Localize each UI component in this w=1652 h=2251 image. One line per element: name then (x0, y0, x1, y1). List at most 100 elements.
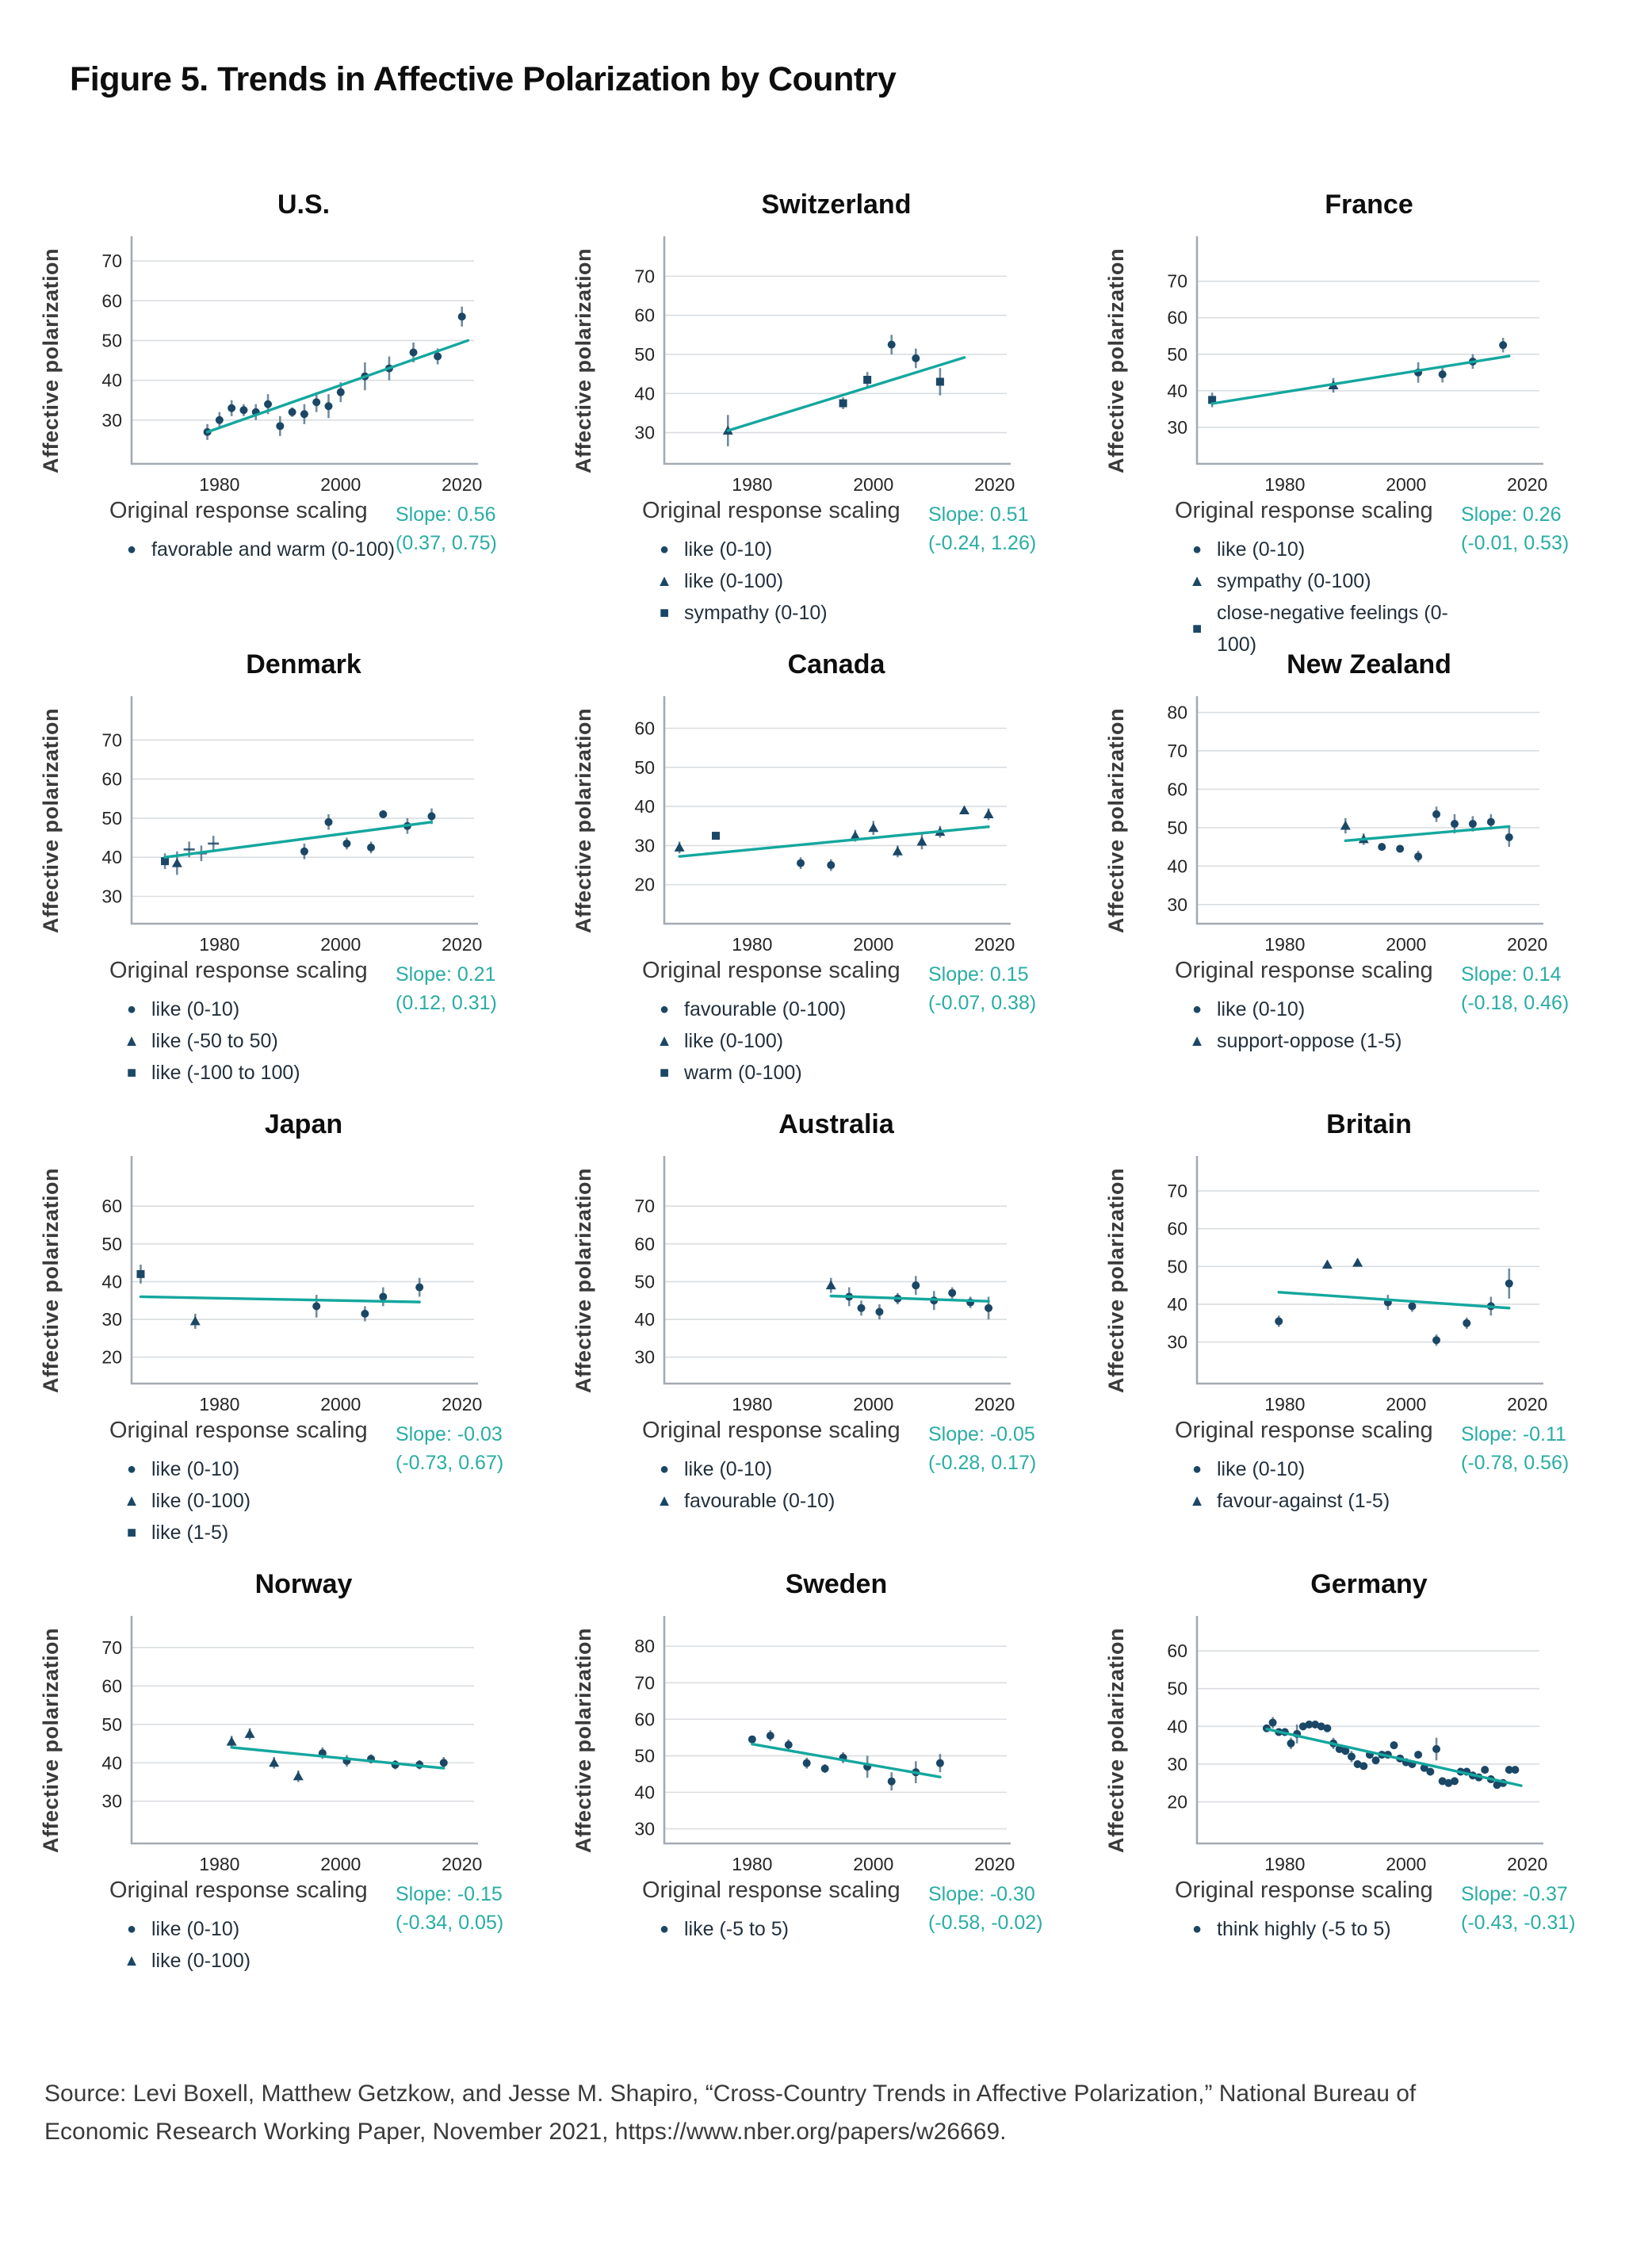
circle-marker (409, 348, 418, 357)
circle-marker-icon: ● (1191, 541, 1203, 558)
plot-row-canada: Affective polarization 20 30 40 50 60 1980 2000… (566, 690, 1099, 951)
slope-confidence-interval: (-0.58, -0.02) (928, 1912, 1043, 1935)
y-tick-label: 40 (1167, 381, 1187, 401)
circle-marker (300, 847, 308, 856)
y-tick-label: 40 (101, 370, 122, 391)
panel-title-germany: Germany (1310, 1569, 1428, 1599)
circle-marker-icon: ● (659, 1460, 670, 1478)
legend-item-label: like (0-10) (151, 998, 240, 1020)
chart-canada: 20 30 40 50 60 1980 2000 2020 (634, 696, 1015, 951)
legend-list-switzerland: ● like (0-10) ▲ like (0-100) ■ sympathy (0-10… (642, 534, 901, 629)
x-tick-labels: 1980 2000 2020 (1264, 1394, 1547, 1411)
circle-marker-icon: ● (126, 541, 137, 558)
y-tick-label: 50 (101, 330, 122, 350)
circle-marker (336, 388, 345, 396)
x-tick-label: 1980 (199, 934, 239, 951)
circle-marker (1317, 1722, 1325, 1731)
circle-marker (1396, 844, 1405, 853)
y-tick-label: 60 (634, 1234, 655, 1254)
legend-new-zealand: Original response scaling ● like (0-10) ▲ su… (1175, 958, 1433, 1057)
legend-item: ● favourable (0-100) (655, 993, 901, 1025)
slope-value: Slope: -0.03 (396, 1423, 503, 1445)
y-tick-label: 70 (634, 1672, 655, 1693)
y-tick-label: 80 (634, 1636, 655, 1656)
x-tick-label: 1980 (1264, 1854, 1305, 1871)
legend-list-sweden: ● like (-5 to 5) (642, 1913, 901, 1945)
y-tick-label: 30 (634, 835, 655, 856)
circle-marker (1505, 1766, 1513, 1774)
circle-marker (766, 1732, 774, 1740)
slope-confidence-interval: (-0.18, 0.46) (1461, 992, 1570, 1015)
y-tick-label: 30 (101, 410, 122, 431)
y-tick-label: 30 (101, 886, 122, 906)
circle-marker (312, 398, 321, 407)
gridlines: 20 30 40 50 60 (101, 1196, 474, 1368)
y-tick-label: 40 (634, 796, 655, 817)
square-marker-icon: ■ (126, 1524, 137, 1541)
axis-spines (1195, 236, 1543, 465)
square-marker-icon: ■ (1191, 620, 1203, 637)
legend-item-label: sympathy (0-100) (1217, 570, 1371, 592)
legend-canada: Original response scaling ● favourable (0-… (642, 958, 901, 1089)
y-tick-label: 50 (634, 1271, 655, 1292)
legend-japan: Original response scaling ● like (0-10) ▲ li… (109, 1418, 368, 1549)
chart-britain: 30 40 50 60 70 1980 2000 2020 (1167, 1156, 1547, 1411)
circle-marker (797, 859, 805, 867)
circle-marker-icon: ● (1191, 1460, 1203, 1478)
circle-marker (1347, 1752, 1356, 1761)
legend-heading-denmark: Original response scaling (109, 958, 368, 983)
y-tick-label: 60 (1167, 308, 1187, 328)
legend-item: ● like (0-10) (1187, 1453, 1433, 1485)
chart-norway: 30 40 50 60 70 1980 2000 2020 (101, 1616, 482, 1871)
circle-marker (1481, 1766, 1489, 1774)
circle-marker (1390, 1741, 1398, 1750)
circle-marker (1450, 820, 1459, 829)
circle-marker (1275, 1317, 1283, 1326)
slope-value: Slope: -0.05 (928, 1423, 1035, 1445)
circle-marker (1371, 1756, 1380, 1765)
y-tick-label: 70 (1167, 741, 1187, 761)
chart-japan: 20 30 40 50 60 1980 2000 2020 (101, 1156, 482, 1411)
y-tick-label: 30 (1167, 1754, 1187, 1774)
x-tick-label: 2020 (1507, 1394, 1547, 1411)
panel-japan: Japan Affective polarization 20 30 40 50 60 198… (33, 1104, 566, 1564)
gridlines: 30 40 50 60 70 80 (634, 1636, 1007, 1839)
legend-item: ■ sympathy (0-10) (655, 597, 901, 629)
circle-marker (324, 402, 333, 411)
legend-australia: Original response scaling ● like (0-10) ▲ fa… (642, 1418, 901, 1517)
legend-heading-new-zealand: Original response scaling (1175, 958, 1433, 983)
legend-item: ▲ like (0-100) (122, 1945, 368, 1977)
slope-confidence-interval: (-0.34, 0.05) (396, 1912, 504, 1935)
triangle-marker-icon: ▲ (656, 1032, 672, 1050)
legend-item-label: like (1-5) (151, 1522, 229, 1544)
x-tick-label: 1980 (732, 1394, 772, 1411)
legend-u-s: Original response scaling ● favorable and … (109, 498, 395, 565)
y-tick-label: 30 (634, 423, 655, 443)
y-tick-label: 50 (1167, 1256, 1187, 1277)
circle-marker (935, 1759, 944, 1767)
plot-row-new-zealand: Affective polarization 30 40 50 60 70 80 1980 20… (1099, 690, 1631, 951)
triangle-marker (868, 822, 879, 833)
y-tick-label: 70 (1167, 271, 1187, 292)
legend-row-new-zealand: Original response scaling ● like (0-10) ▲ su… (1099, 951, 1631, 1057)
x-tick-label: 1980 (1264, 474, 1305, 492)
slope-annotation-switzerland: Slope: 0.51 (-0.24, 1.26) (928, 500, 1075, 629)
triangle-marker (171, 858, 182, 867)
slope-value: Slope: 0.56 (396, 503, 496, 526)
slope-annotation-germany: Slope: -0.37 (-0.43, -0.31) (1461, 1880, 1608, 1945)
chart-australia: 30 40 50 60 70 1980 2000 2020 (634, 1156, 1015, 1411)
legend-denmark: Original response scaling ● like (0-10) ▲ li… (109, 958, 368, 1089)
y-axis-label-u-s: Affective polarization (39, 247, 63, 474)
gridlines: 30 40 50 60 70 (634, 1196, 1007, 1368)
triangle-marker (674, 842, 685, 852)
circle-marker (434, 352, 442, 361)
circle-marker-icon: ● (126, 1001, 137, 1018)
data-points (226, 1728, 448, 1782)
axis-spines (130, 696, 478, 925)
legend-row-switzerland: Original response scaling ● like (0-10) ▲ li… (566, 492, 1099, 629)
legend-item-label: like (0-100) (684, 570, 784, 592)
x-tick-label: 2020 (442, 474, 482, 492)
triangle-marker (958, 805, 969, 815)
legend-row-denmark: Original response scaling ● like (0-10) ▲ li… (33, 951, 566, 1089)
legend-item-label: like (-100 to 100) (151, 1062, 300, 1084)
